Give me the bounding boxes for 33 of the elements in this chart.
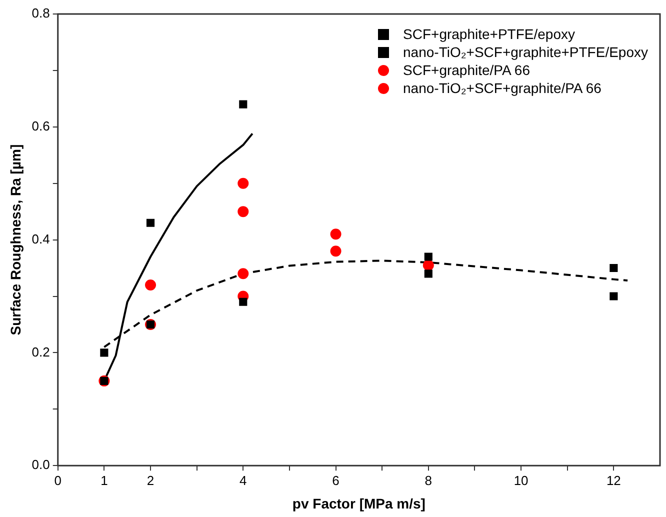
point — [239, 298, 248, 306]
point — [238, 268, 249, 280]
y-tick-label: 0.8 — [32, 6, 50, 21]
point — [238, 206, 249, 218]
point — [330, 228, 342, 240]
x-tick-label: 6 — [332, 472, 340, 488]
y-tick-label: 0.2 — [32, 344, 50, 360]
point — [330, 246, 342, 257]
x-tick-label: 10 — [514, 472, 528, 488]
x-tick-label: 2 — [146, 472, 154, 488]
point — [424, 252, 432, 261]
x-tick-label: 0 — [54, 472, 62, 488]
point — [238, 178, 249, 189]
x-tick-label: 12 — [606, 472, 621, 488]
legend-label: nano-TiO₂+SCF+graphite/PA 66 — [403, 80, 602, 96]
point — [610, 264, 618, 272]
point — [424, 270, 432, 278]
point — [239, 100, 248, 108]
y-tick-label: 0.4 — [32, 231, 50, 246]
point — [146, 218, 155, 227]
x-tick-label: 4 — [240, 472, 247, 488]
x-tick-label: 8 — [424, 472, 432, 488]
point — [610, 292, 618, 300]
point — [145, 279, 156, 290]
x-axis-title: pv Factor [MPa m/s] — [292, 495, 426, 512]
legend-label: SCF+graphite/PA 66 — [403, 62, 530, 78]
y-tick-label: 0.6 — [32, 118, 50, 134]
x-tick-label: 1 — [100, 472, 108, 488]
point — [100, 348, 108, 357]
legend-label: nano-TiO₂+SCF+graphite+PTFE/Epoxy — [403, 44, 648, 60]
legend-label: SCF+graphite+PTFE/epoxy — [403, 26, 575, 42]
y-axis-title: Surface Roughness, Ra [µm] — [7, 144, 24, 336]
y-tick-label: 0.0 — [32, 457, 50, 472]
